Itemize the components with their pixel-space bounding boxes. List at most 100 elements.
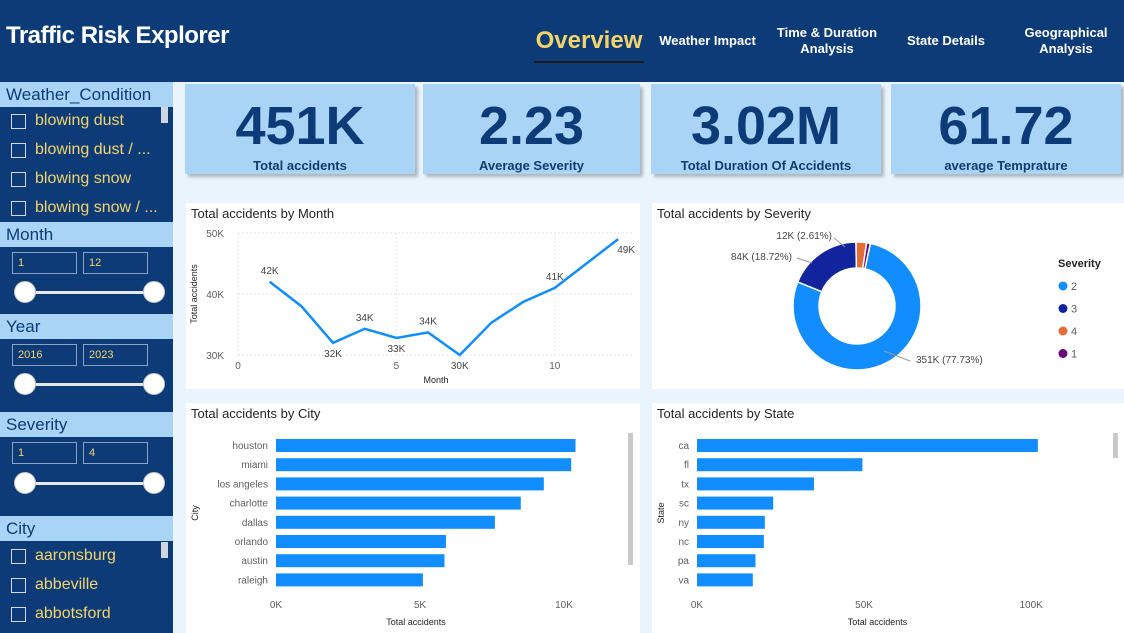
y-tick-label: 40K bbox=[206, 290, 224, 301]
kpi-value: 2.23 bbox=[478, 96, 585, 156]
year-slider-max-handle[interactable] bbox=[143, 373, 165, 395]
state-chart-panel[interactable]: Total accidents by State ca fl tx sc ny nc pa v… bbox=[652, 403, 1124, 633]
x-tick-label: 5 bbox=[394, 361, 400, 372]
month-slicer-title: Month bbox=[0, 222, 173, 247]
checkbox[interactable] bbox=[11, 142, 26, 158]
category-label: houston bbox=[232, 441, 268, 452]
year-slider-track[interactable] bbox=[25, 383, 155, 386]
kpi-total-accidents[interactable]: 451K Total accidents bbox=[185, 84, 415, 174]
kpi-total-duration[interactable]: 3.02M Total Duration Of Accidents bbox=[651, 84, 881, 174]
chart-title: Total accidents by Month bbox=[191, 206, 335, 221]
city-chart-panel[interactable]: Total accidents by City houston miami los … bbox=[186, 403, 640, 633]
category-label: los angeles bbox=[217, 479, 268, 490]
legend-label: 2 bbox=[1071, 281, 1077, 293]
city-slicer-title: City bbox=[0, 516, 173, 541]
data-label: 351K (77.73%) bbox=[916, 355, 983, 366]
y-axis-title: Total accidents bbox=[189, 264, 199, 324]
month-chart-panel[interactable]: Total accidents by Month 30K 40K 50K 0 5 10 Mo… bbox=[186, 203, 640, 389]
checkbox[interactable] bbox=[11, 577, 26, 593]
month-slider-min-handle[interactable] bbox=[14, 281, 36, 303]
kpi-average-severity[interactable]: 2.23 Average Severity bbox=[423, 84, 640, 174]
chart-title: Total accidents by City bbox=[191, 406, 321, 421]
city-option[interactable]: abbotsford bbox=[11, 602, 111, 626]
category-label: ca bbox=[678, 441, 689, 452]
kpi-value: 61.72 bbox=[938, 96, 1074, 156]
data-label: 49K bbox=[617, 245, 635, 256]
bar bbox=[697, 477, 814, 491]
leader-line bbox=[883, 350, 911, 362]
severity-min-input[interactable]: 1 bbox=[12, 442, 77, 464]
category-label: charlotte bbox=[230, 499, 269, 510]
city-option[interactable]: abbeville bbox=[11, 573, 98, 597]
scrollbar-thumb bbox=[1113, 433, 1118, 458]
kpi-average-temperature[interactable]: 61.72 average Temprature bbox=[891, 84, 1121, 174]
month-max-input[interactable]: 12 bbox=[83, 252, 148, 274]
city-scrollbar[interactable] bbox=[161, 542, 168, 558]
data-label: 33K bbox=[388, 344, 406, 355]
x-axis-title: Total accidents bbox=[848, 617, 908, 627]
kpi-label: average Temprature bbox=[944, 158, 1068, 173]
legend-marker bbox=[1058, 304, 1068, 313]
bar bbox=[697, 458, 863, 472]
kpi-label: Average Severity bbox=[478, 158, 585, 173]
weather-option[interactable]: blowing snow bbox=[11, 167, 131, 191]
leader-line bbox=[796, 257, 813, 264]
tab-time-duration-analysis[interactable]: Time & Duration Analysis bbox=[776, 25, 878, 56]
line-chart: 30K 40K 50K 0 5 10 Month Total accidents 42K 32K 3… bbox=[189, 229, 635, 385]
category-label: fl bbox=[684, 460, 689, 471]
category-label: miami bbox=[241, 460, 268, 471]
weather-scrollbar[interactable] bbox=[161, 107, 168, 123]
year-min-input[interactable]: 2016 bbox=[12, 344, 77, 366]
bar bbox=[276, 554, 445, 568]
bar bbox=[276, 458, 572, 472]
y-axis-title: City bbox=[190, 505, 200, 521]
legend-label: 3 bbox=[1071, 304, 1077, 316]
chart-title: Total accidents by Severity bbox=[657, 206, 811, 221]
checkbox[interactable] bbox=[11, 606, 26, 622]
tab-weather-impact[interactable]: Weather Impact bbox=[659, 33, 756, 48]
city-option[interactable]: aaronsburg bbox=[11, 544, 116, 568]
bar bbox=[276, 573, 423, 587]
severity-chart-panel[interactable]: Total accidents by Severity 351K (77.73%… bbox=[652, 203, 1124, 389]
severity-slider-min-handle[interactable] bbox=[14, 472, 36, 494]
checkbox[interactable] bbox=[11, 548, 26, 564]
severity-slider-track[interactable] bbox=[25, 482, 155, 485]
bar bbox=[697, 535, 764, 548]
weather-option-label: blowing dust / ... bbox=[35, 141, 151, 158]
category-label: va bbox=[678, 575, 689, 586]
tab-overview[interactable]: Overview bbox=[535, 27, 643, 54]
category-label: ny bbox=[678, 518, 689, 529]
month-slider-max-handle[interactable] bbox=[143, 281, 165, 303]
weather-option[interactable]: blowing dust / ... bbox=[11, 138, 151, 162]
report-canvas: 451K Total accidents 2.23 Average Severi… bbox=[173, 82, 1124, 633]
bar bbox=[276, 477, 544, 491]
severity-slider-max-handle[interactable] bbox=[143, 472, 165, 494]
year-slicer-title: Year bbox=[0, 314, 173, 339]
bar bbox=[276, 515, 495, 529]
checkbox[interactable] bbox=[11, 113, 26, 129]
year-max-input[interactable]: 2023 bbox=[83, 344, 148, 366]
bar bbox=[697, 515, 765, 529]
month-min-input[interactable]: 1 bbox=[12, 252, 77, 274]
year-slider-min-handle[interactable] bbox=[14, 373, 36, 395]
tab-state-details[interactable]: State Details bbox=[906, 33, 986, 48]
checkbox[interactable] bbox=[11, 171, 26, 187]
legend-marker bbox=[1058, 326, 1068, 336]
legend-label: 1 bbox=[1071, 349, 1077, 361]
category-label: pa bbox=[678, 556, 690, 567]
month-slider-track[interactable] bbox=[25, 291, 155, 294]
severity-slicer-title: Severity bbox=[0, 412, 173, 437]
city-option-label: abbotsford bbox=[35, 605, 111, 622]
series-line bbox=[268, 238, 619, 357]
tab-geographical-analysis[interactable]: Geographical Analysis bbox=[1024, 25, 1108, 56]
active-tab-underline bbox=[534, 61, 644, 63]
weather-option[interactable]: blowing dust bbox=[11, 109, 124, 133]
severity-max-input[interactable]: 4 bbox=[83, 442, 148, 464]
checkbox[interactable] bbox=[11, 200, 26, 216]
data-label: 30K bbox=[451, 361, 469, 372]
weather-option[interactable]: blowing snow / ... bbox=[11, 196, 158, 220]
donut-chart: 351K (77.73%) 84K (18.72%) 12K (2.61%) Seve… bbox=[731, 231, 1102, 371]
y-tick-label: 50K bbox=[206, 229, 224, 240]
bar bbox=[276, 496, 521, 510]
bar bbox=[697, 573, 753, 587]
